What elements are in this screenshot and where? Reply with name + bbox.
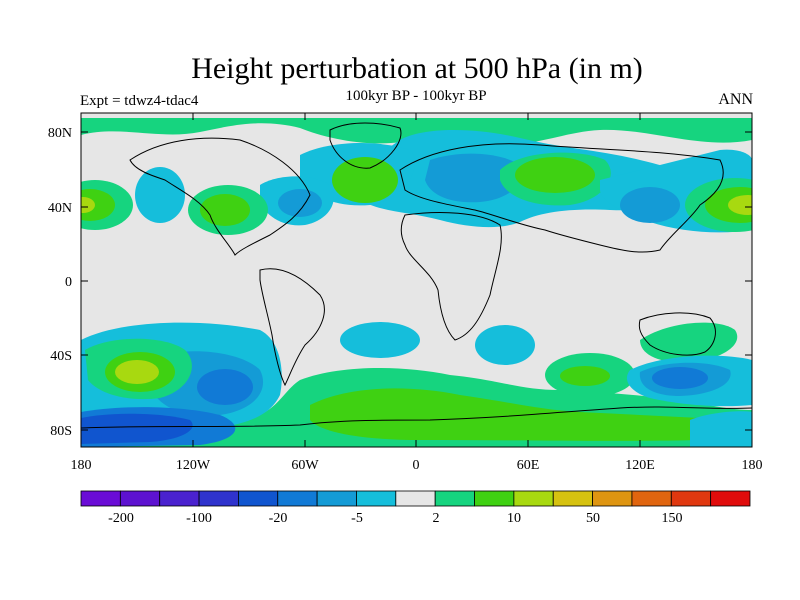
east-antarctic-negative-region [690,411,752,447]
colorbar-swatch [238,490,279,507]
dateline-west-positive-core [81,189,115,221]
colorbar-swatch [631,490,672,507]
colorbar-swatch [592,490,633,507]
lon-tick-marks [80,113,753,447]
dateline-east-peak [728,195,752,215]
lon-tick-label: 180 [71,458,92,473]
lat-tick-labels: 80N 40N 0 40S 80S [48,126,72,439]
greenland-outline [329,122,402,169]
south-pacific-positive-peak [115,360,159,384]
lon-tick-label: 60E [517,458,540,473]
season-label: ANN [718,91,753,108]
colorbar-swatch [159,490,200,507]
colorbar-swatch [198,490,239,507]
lon-tick-label: 0 [413,458,420,473]
east-asia-negative-core [620,187,680,223]
colorbar-label: 50 [586,511,600,526]
colorbar-swatch [395,490,436,507]
lon-tick-labels: 180 120W 60W 0 60E 120E 180 [71,458,763,473]
dateline-west-peak [81,197,95,213]
north-america-negative-core [278,189,322,217]
lon-tick-label: 180 [742,458,763,473]
lat-tick-label: 0 [65,275,72,290]
central-asia-positive-core [515,157,595,193]
colorbar-swatch [474,490,515,507]
coastlines [81,122,752,429]
colorbar-label: 2 [433,511,440,526]
colorbar-swatch [80,490,121,507]
arctic-positive-band [81,118,752,144]
colorbar-swatch [552,490,593,507]
north-america-outline [129,137,311,256]
colorbar-label: -200 [108,511,134,526]
colorbar-swatch [670,490,712,507]
lat-tick-label: 40S [50,349,72,364]
colorbar-swatch [513,490,554,507]
southern-ocean-positive-core [310,388,700,441]
colorbar-label: 150 [662,511,683,526]
africa-outline [400,211,502,341]
lat-tick-label: 40N [48,201,72,216]
australia-positive-region [640,322,738,363]
lat-tick-label: 80N [48,126,72,141]
lon-tick-label: 60W [291,458,319,473]
lat-tick-label: 80S [50,424,72,439]
lon-tick-label: 120E [625,458,655,473]
south-pacific-negative-core [197,369,253,405]
contour-fields [81,113,752,447]
colorbar-swatch [316,490,357,507]
plot-title: Height perturbation at 500 hPa (in m) [191,52,643,85]
colorbar-label: -20 [269,511,288,526]
plot-subtitle: 100kyr BP - 100kyr BP [345,88,487,104]
colorbar [80,490,751,507]
experiment-label: Expt = tdwz4-tdac4 [80,93,199,109]
europe-negative-core [425,153,523,203]
antarctic-negative-core [81,413,193,444]
colorbar-label: -100 [186,511,212,526]
lon-tick-label: 120W [176,458,211,473]
colorbar-swatch [119,490,161,507]
southwest-pacific-negative-core [652,367,708,389]
atlantic-positive-core [332,157,398,203]
colorbar-swatch [356,490,397,507]
lat-tick-marks [81,131,752,431]
colorbar-swatch [277,490,318,507]
colorbar-label: 10 [507,511,521,526]
east-pacific-positive-core [200,194,250,226]
antarctica-outline [81,406,752,429]
south-atlantic-negative-blob [340,322,420,358]
colorbar-labels: -200 -100 -20 -5 2 10 50 150 [108,511,682,526]
australia-outline [638,312,716,356]
south-indian-positive-core [560,366,610,386]
colorbar-swatch [434,490,475,507]
colorbar-label: -5 [351,511,363,526]
south-america-outline [259,268,325,387]
eurasia-outline [399,143,724,253]
indian-ocean-negative-blob [475,325,535,365]
pacific-negative-blob [135,167,185,223]
colorbar-swatch [710,490,751,507]
